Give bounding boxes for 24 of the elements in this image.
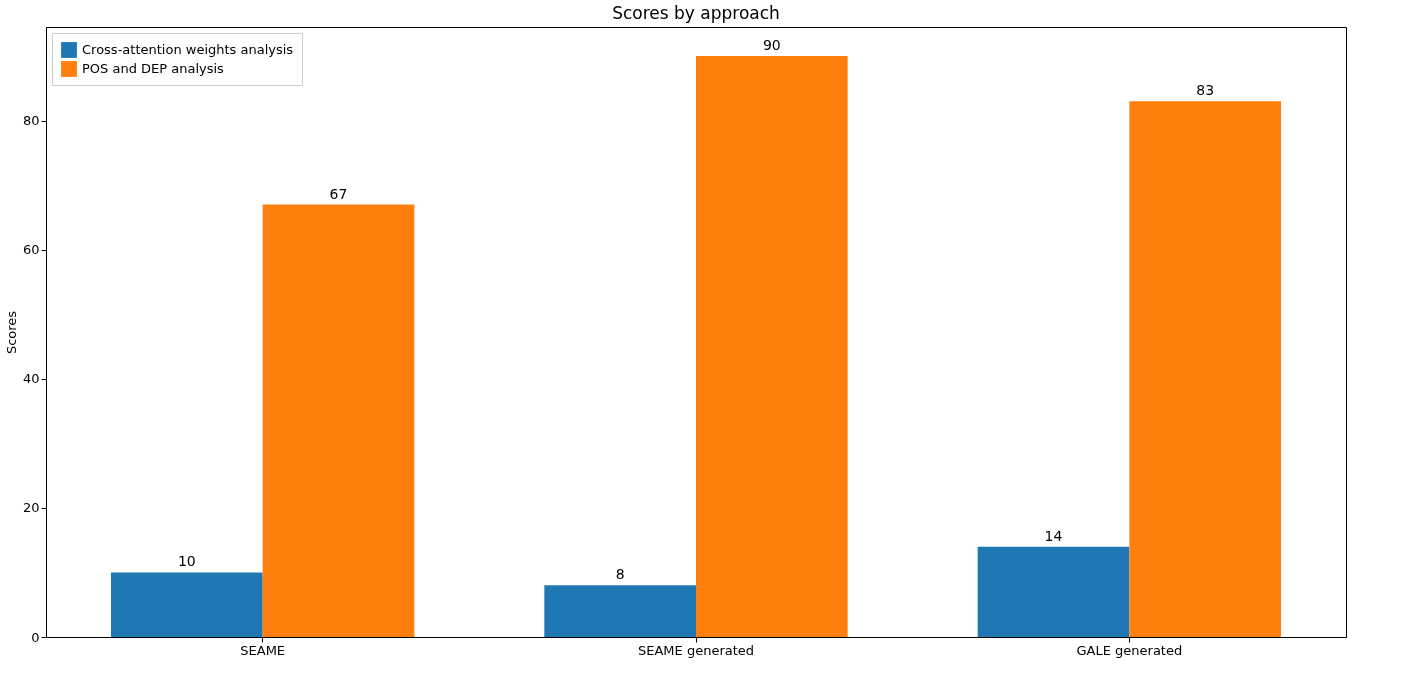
x-tick-label: GALE generated — [1076, 642, 1183, 658]
chart-title: Scores by approach — [612, 3, 780, 23]
y-axis-title: Scores — [3, 310, 19, 355]
bar — [544, 585, 696, 637]
bar — [1129, 101, 1281, 637]
x-tick-label: SEAME generated — [637, 642, 755, 658]
legend-label: Cross-attention weights analysis — [82, 42, 294, 57]
x-tick-label: SEAME — [240, 642, 286, 658]
data-label: 10 — [177, 553, 196, 570]
bar — [111, 572, 263, 637]
y-tick-label: 40 — [22, 371, 40, 387]
y-tick-label: 20 — [22, 500, 40, 516]
y-tick-label: 60 — [22, 242, 40, 258]
data-label: 8 — [615, 566, 625, 583]
bar — [696, 56, 848, 637]
y-tick-label: 80 — [22, 113, 40, 129]
data-label: 90 — [762, 37, 781, 54]
bar — [977, 546, 1130, 637]
data-label: 67 — [329, 185, 348, 202]
data-label: 83 — [1196, 82, 1215, 99]
y-tick-label: 0 — [31, 629, 40, 645]
data-label: 14 — [1044, 527, 1063, 544]
legend-label: POS and DEP analysis — [82, 61, 225, 76]
bar — [262, 204, 415, 637]
